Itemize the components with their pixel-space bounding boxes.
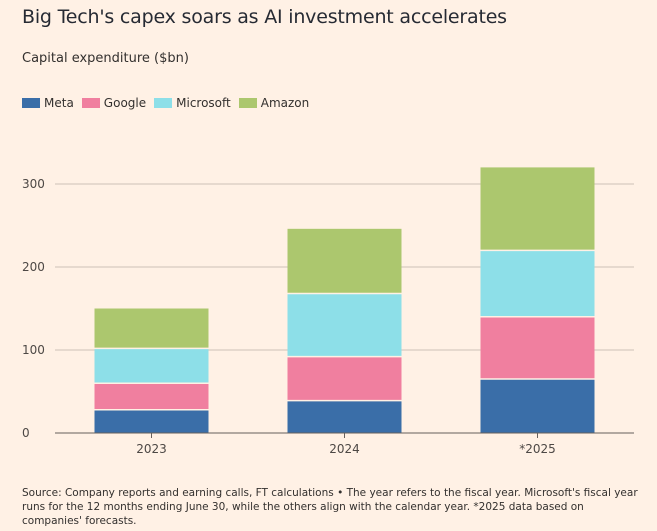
legend-label-google: Google [103,96,147,110]
bar-amazon-2025 [480,167,595,251]
legend-swatch-microsoft [154,98,173,108]
bar-microsoft-2025 [480,250,595,317]
y-tick-label-200: 200 [22,260,45,274]
x-tick-label-2024: 2024 [329,442,360,456]
legend-label-amazon: Amazon [260,96,310,110]
bar-meta-2025 [480,379,595,433]
legend: Meta Google Microsoft Amazon [22,96,317,110]
bar-microsoft-2024 [287,293,402,357]
bar-meta-2023 [94,409,209,433]
source-note: Source: Company reports and earning call… [22,487,638,527]
bar-meta-2024 [287,400,402,433]
legend-label-microsoft: Microsoft [176,96,231,110]
x-tick-label-2025: *2025 [519,442,556,456]
bar-google-2025 [480,316,595,380]
chart-title: Big Tech's capex soars as AI investment … [22,6,507,28]
bar-microsoft-2023 [94,348,209,384]
bar-google-2023 [94,383,209,410]
y-tick-label-0: 0 [22,426,30,440]
legend-item-google: Google [81,96,147,110]
legend-swatch-meta [22,98,40,108]
x-tick-label-2023: 2023 [136,442,167,456]
legend-item-meta: Meta [22,96,74,110]
legend-item-amazon: Amazon [238,96,310,110]
bar-google-2024 [287,356,402,401]
legend-swatch-amazon [238,98,257,108]
bar-amazon-2024 [287,228,402,294]
y-tick-label-100: 100 [22,343,45,357]
y-tick-label-300: 300 [22,177,45,191]
legend-label-meta: Meta [44,96,74,110]
bar-amazon-2023 [94,308,209,349]
legend-item-microsoft: Microsoft [154,96,231,110]
chart-subtitle: Capital expenditure ($bn) [22,51,189,66]
legend-swatch-google [81,98,100,108]
